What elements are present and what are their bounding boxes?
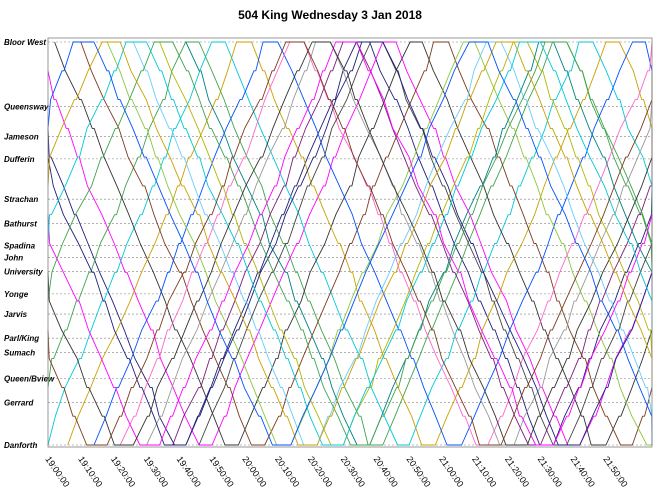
stop-label-jameson: Jameson [4, 133, 39, 142]
trip-line [67, 41, 653, 446]
x-tick-label: 20:00:00 [240, 454, 268, 488]
x-tick-label: 20:50:00 [404, 454, 432, 488]
x-tick-label: 19:10:00 [76, 454, 104, 488]
stop-label-sumach: Sumach [4, 348, 35, 357]
stop-label-university: University [4, 268, 43, 277]
chart-title: 504 King Wednesday 3 Jan 2018 [238, 8, 422, 22]
stop-label-spadina: Spadina [4, 242, 36, 251]
trip-line [146, 41, 653, 446]
x-tick-label: 19:00:00 [43, 454, 71, 488]
trip-line [93, 41, 653, 446]
plot-frame [47, 37, 653, 448]
x-tick-label: 19:20:00 [109, 454, 137, 488]
trip-line [198, 41, 653, 446]
trip-line [47, 41, 653, 446]
stop-label-john: John [4, 254, 23, 263]
stop-label-bathurst: Bathurst [4, 219, 37, 228]
stop-label-jarvis: Jarvis [4, 310, 28, 319]
trip-line [47, 41, 653, 446]
trip-line [47, 41, 653, 446]
x-tick-label: 20:10:00 [273, 454, 301, 488]
stop-label-strachan: Strachan [4, 195, 38, 204]
stop-label-queen-bview: Queen/Bview [4, 375, 55, 384]
trip-line [47, 41, 653, 446]
trip-line [172, 41, 653, 446]
trip-line [47, 41, 653, 446]
trip-line [54, 41, 653, 446]
trip-line [159, 41, 653, 446]
trip-line [47, 41, 653, 446]
x-axis-tick-labels: 19:00:00 19:10:00 19:20:00 19:30:00 19:40:00… [43, 454, 629, 488]
x-tick-label: 19:50:00 [207, 454, 235, 488]
x-tick-label: 20:40:00 [372, 454, 400, 488]
trip-line [132, 41, 653, 446]
x-tick-label: 19:40:00 [175, 454, 203, 488]
trip-line [47, 41, 653, 446]
trip-line [80, 41, 653, 446]
stop-label-yonge: Yonge [4, 290, 29, 299]
stop-label-dufferin: Dufferin [4, 155, 35, 164]
x-tick-label: 21:20:00 [503, 454, 531, 488]
stop-label-danforth: Danforth [4, 441, 37, 450]
trip-line [119, 41, 653, 446]
x-tick-label: 20:30:00 [339, 454, 367, 488]
x-tick-label: 21:40:00 [569, 454, 597, 488]
x-tick-label: 19:30:00 [142, 454, 170, 488]
x-tick-label: 21:50:00 [601, 454, 629, 488]
x-tick-label: 21:10:00 [470, 454, 498, 488]
stop-label-gerrard: Gerrard [4, 399, 34, 408]
trip-line [185, 41, 653, 446]
trip-line [47, 41, 653, 446]
stop-labels: Bloor West Queensway Jameson Dufferin Strach… [4, 38, 55, 450]
stop-label-parl-king: Parl/King [4, 334, 39, 343]
stop-label-bloor-west: Bloor West [4, 38, 46, 47]
x-tick-label: 21:30:00 [536, 454, 564, 488]
x-tick-label: 20:20:00 [306, 454, 334, 488]
vehicle-trips [47, 41, 653, 446]
trip-line [106, 41, 652, 446]
x-tick-label: 21:00:00 [437, 454, 465, 488]
trip-line [47, 41, 653, 446]
trip-line [47, 41, 653, 446]
stop-label-queensway: Queensway [4, 102, 49, 111]
